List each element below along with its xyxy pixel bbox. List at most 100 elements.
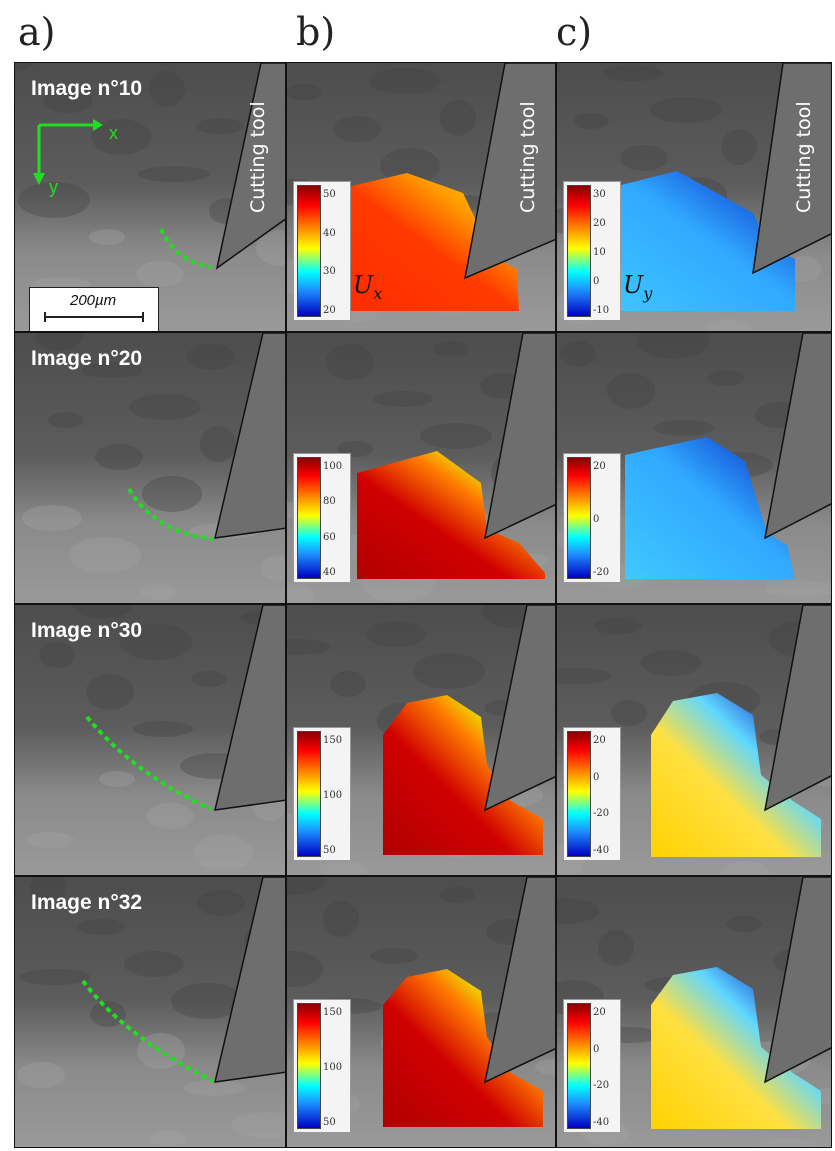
- cutting-tool-shape: [483, 605, 555, 812]
- panel-row1-c: Cutting tool 30 20 10 0 -10 Uy: [556, 62, 832, 332]
- panel-image: [15, 605, 285, 875]
- colorbar: [297, 1003, 321, 1129]
- cutting-tool-shape: [215, 63, 285, 270]
- colorbar-tick-label: 40: [323, 227, 336, 239]
- panel-image: [287, 63, 555, 331]
- colorbar: [567, 457, 591, 579]
- panel-row3-a: Image n°30: [14, 604, 286, 876]
- colorbar: [567, 1003, 591, 1129]
- cutting-tool-shape: [763, 877, 831, 1084]
- colorbar-tick-label: 20: [593, 1007, 606, 1018]
- u-symbol: U: [353, 271, 374, 299]
- ux-displacement-field: [383, 969, 543, 1127]
- colorbar: [297, 457, 321, 579]
- colorbar: [297, 185, 321, 317]
- panel-row1-a: Image n°10 Cutting tool x y 200µm: [14, 62, 286, 332]
- colorbar-tick-label: 0: [593, 771, 600, 783]
- chip-boundary-dashed-line: [81, 979, 214, 1083]
- colorbar-tick-label: 100: [323, 461, 343, 472]
- colorbar-tick-label: 60: [323, 531, 336, 543]
- x-axis-label: x: [109, 123, 118, 143]
- y-axis-label: y: [49, 177, 58, 197]
- cutting-tool-label: Cutting tool: [793, 101, 815, 213]
- u-subscript: y: [643, 283, 653, 303]
- colorbar-tick-label: 150: [323, 1007, 343, 1018]
- colorbar-tick-label: 50: [323, 845, 336, 856]
- panel-image: [15, 877, 285, 1147]
- cutting-tool-label: Cutting tool: [247, 101, 269, 213]
- image-number-label: Image n°32: [31, 891, 143, 914]
- uy-displacement-field: [597, 171, 795, 311]
- u-subscript: x: [373, 283, 383, 303]
- panel-row4-c: 20 0 -20 -40: [556, 876, 832, 1148]
- column-label-c: c): [556, 10, 593, 54]
- uy-displacement-field: [651, 967, 821, 1129]
- colorbar-tick-label: 0: [593, 1043, 600, 1055]
- cutting-tool-label: Cutting tool: [517, 101, 539, 213]
- cutting-tool-shape: [464, 63, 555, 280]
- scale-bar: 200µm: [29, 287, 159, 331]
- ux-displacement-field: [357, 451, 545, 579]
- panel-row3-b: 150 100 50: [286, 604, 556, 876]
- colorbar-tick-label: -20: [593, 567, 610, 578]
- scale-bar-label: 200µm: [70, 292, 117, 309]
- image-number-label: Image n°10: [31, 77, 143, 100]
- panel-row2-c: 20 0 -20: [556, 332, 832, 604]
- panel-image: [15, 63, 285, 331]
- image-number-label: Image n°30: [31, 619, 143, 642]
- ux-displacement-field: [331, 173, 519, 311]
- cutting-tool-shape: [763, 605, 831, 812]
- uy-label: Uy: [623, 271, 652, 303]
- colorbar-tick-label: -20: [593, 1080, 610, 1092]
- colorbar-tick-label: 0: [593, 276, 600, 287]
- uy-displacement-field: [651, 693, 821, 857]
- cutting-tool-shape: [763, 333, 831, 540]
- colorbar-tick-label: 20: [593, 461, 606, 472]
- colorbar-tick-label: 30: [323, 266, 336, 278]
- chip-boundary-dashed-line: [127, 487, 214, 541]
- colorbar-tick-label: 0: [593, 514, 600, 525]
- u-symbol: U: [623, 271, 644, 299]
- panel-row2-a: Image n°20: [14, 332, 286, 604]
- panel-row2-b: 100 80 60 40: [286, 332, 556, 604]
- colorbar-tick-label: 100: [323, 790, 343, 801]
- colorbar-tick-label: 30: [593, 189, 606, 200]
- cutting-tool-shape: [752, 63, 831, 275]
- colorbar-tick-label: 20: [593, 735, 606, 746]
- colorbar-tick-label: -20: [593, 808, 610, 820]
- colorbar-tick-label: -40: [593, 1117, 610, 1128]
- colorbar: [567, 185, 591, 317]
- colorbar-tick-label: 40: [323, 567, 336, 578]
- cutting-tool-shape: [214, 605, 285, 811]
- colorbar-tick-label: 100: [323, 1062, 343, 1073]
- colorbar-tick-label: 80: [323, 496, 336, 508]
- panel-image: [557, 605, 831, 875]
- colorbar-tick-label: 10: [593, 247, 606, 258]
- ux-label: Ux: [353, 271, 382, 303]
- panel-row3-c: 20 0 -20 -40: [556, 604, 832, 876]
- colorbar-tick-label: -10: [593, 305, 610, 316]
- ux-displacement-field: [383, 695, 543, 855]
- colorbar-tick-label: 20: [323, 305, 336, 316]
- colorbar-tick-label: 20: [593, 218, 606, 229]
- panel-row4-a: Image n°32: [14, 876, 286, 1148]
- cutting-tool-shape: [214, 877, 285, 1083]
- cutting-tool-shape: [483, 333, 555, 540]
- panel-row1-b: Cutting tool 50 40 30 20 Ux: [286, 62, 556, 332]
- column-label-a: a): [18, 10, 56, 54]
- axes-icon: [33, 119, 103, 185]
- cutting-tool-shape: [483, 877, 555, 1084]
- colorbar-tick-label: 50: [323, 1117, 336, 1128]
- uy-displacement-field: [625, 437, 795, 579]
- image-number-label: Image n°20: [31, 347, 143, 370]
- scale-bar-line: [44, 312, 144, 322]
- colorbar-tick-label: 50: [323, 189, 336, 200]
- colorbar: [567, 731, 591, 857]
- column-label-b: b): [296, 10, 336, 54]
- colorbar-tick-label: -40: [593, 845, 610, 856]
- cutting-tool-shape: [214, 333, 285, 539]
- colorbar: [297, 731, 321, 857]
- panel-image: [15, 333, 285, 603]
- panel-row4-b: 150 100 50: [286, 876, 556, 1148]
- colorbar-tick-label: 150: [323, 735, 343, 746]
